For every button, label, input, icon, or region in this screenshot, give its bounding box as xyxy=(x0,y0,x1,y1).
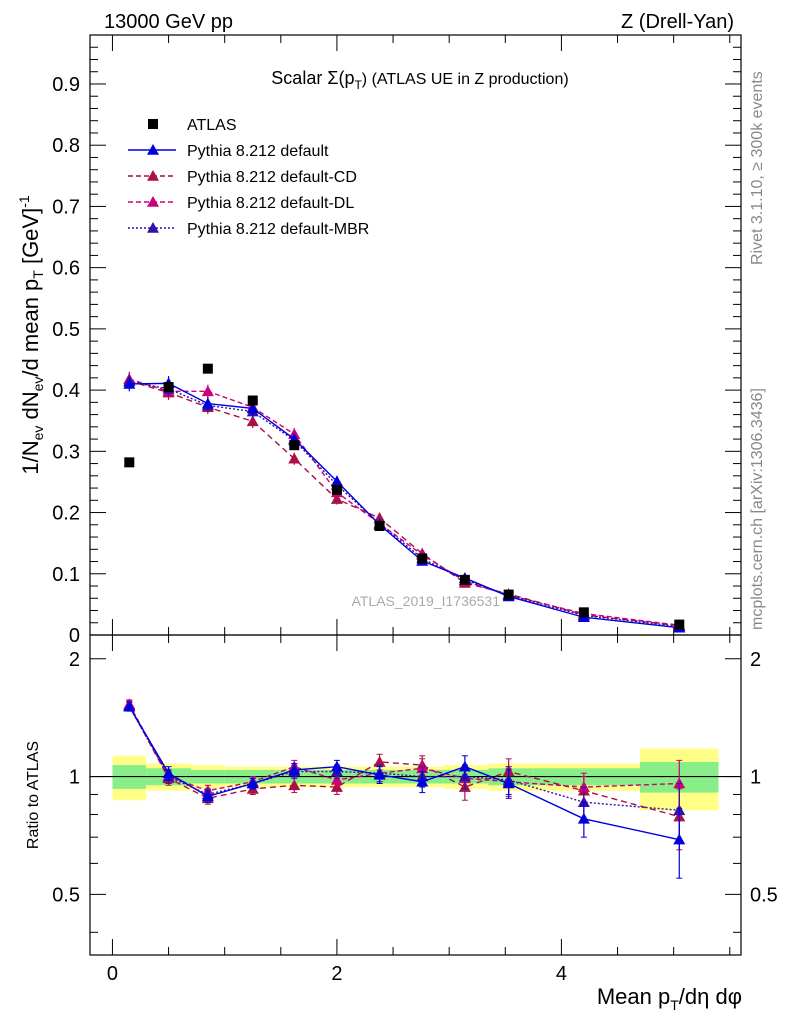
atlas-point xyxy=(163,382,174,393)
legend-label-3: Pythia 8.212 default-DL xyxy=(187,195,354,212)
header-left: 13000 GeV pp xyxy=(104,11,233,33)
y-tick-label-ratio-right: 1 xyxy=(750,767,761,789)
ratio-point-pythia-8-212-default-dl xyxy=(673,777,686,789)
x-tick-label: 0 xyxy=(107,963,118,985)
y-tick-label-ratio: 1 xyxy=(69,767,80,789)
atlas-point xyxy=(202,363,213,374)
legend-label-2: Pythia 8.212 default-CD xyxy=(187,169,357,186)
ratio-point-pythia-8-212-default xyxy=(458,760,471,772)
y-tick-label-main: 0 xyxy=(69,625,80,647)
line-pythia-8-212-default xyxy=(129,382,680,629)
axis-ticks: 0 2 400.10.20.30.40.50.60.70.80.90.5 0.51 12… xyxy=(52,35,778,985)
atlas-point xyxy=(331,484,342,495)
atlas-point xyxy=(503,589,514,600)
legend-marker-3 xyxy=(147,196,159,207)
y-tick-label-ratio: 0.5 xyxy=(52,884,80,906)
legend-label-0: ATLAS xyxy=(187,117,237,134)
legend-marker-2 xyxy=(147,170,159,181)
y-tick-label-main: 0.2 xyxy=(52,503,80,525)
y-axis-label-ratio: Ratio to ATLAS xyxy=(25,741,42,849)
atlas-data-points xyxy=(124,363,685,630)
ratio-point-pythia-8-212-default-cd xyxy=(373,755,386,767)
atlas-point xyxy=(247,395,258,406)
ratio-point-pythia-8-212-default xyxy=(373,768,386,780)
ratio-point-pythia-8-212-default-dl xyxy=(330,773,343,785)
line-pythia-8-212-default-mbr xyxy=(129,380,680,628)
ratio-point-pythia-8-212-default-mbr xyxy=(577,796,590,808)
legend-marker-atlas xyxy=(148,119,158,129)
ratio-line-pythia-8-212-default-dl xyxy=(128,703,680,792)
watermark: ATLAS_2019_I1736531 xyxy=(352,593,501,609)
ratio-point-pythia-8-212-default xyxy=(673,833,686,845)
y-tick-label-main: 0.7 xyxy=(52,196,80,218)
legend-label-1: Pythia 8.212 default xyxy=(187,143,329,160)
legend: ATLAS Pythia 8.212 default Pythia 8.212 de… xyxy=(128,117,369,238)
ratio-line-pythia-8-212-default-mbr xyxy=(128,706,680,811)
header-right: Z (Drell-Yan) xyxy=(621,11,734,33)
atlas-point xyxy=(124,457,135,468)
legend-marker-1 xyxy=(147,144,159,155)
ratio-point-pythia-8-212-default xyxy=(288,763,301,775)
legend-marker-4 xyxy=(147,222,159,233)
y-tick-label-main: 0.1 xyxy=(52,564,80,586)
point-pythia-8-212-default xyxy=(123,377,136,389)
ratio-frame xyxy=(89,634,742,956)
point-pythia-8-212-default-dl xyxy=(201,385,214,397)
ratio-point-pythia-8-212-default xyxy=(162,767,175,779)
atlas-point xyxy=(289,440,300,451)
legend-label-4: Pythia 8.212 default-MBR xyxy=(187,221,369,238)
y-tick-label-main: 0.8 xyxy=(52,135,80,157)
ratio-point-pythia-8-212-default-dl xyxy=(577,781,590,792)
atlas-point xyxy=(674,619,685,630)
atlas-point xyxy=(578,607,589,618)
ratio-point-pythia-8-212-default xyxy=(502,777,515,789)
x-axis-label: Mean pT/dη dφ xyxy=(597,984,742,1013)
y-tick-label-ratio-right: 0.5 xyxy=(750,884,778,906)
point-pythia-8-212-default-cd xyxy=(246,415,259,427)
ratio-point-pythia-8-212-default-cd xyxy=(288,779,301,791)
y-tick-label-main: 0.3 xyxy=(52,441,80,463)
y-tick-label-ratio-right: 2 xyxy=(750,649,761,671)
y-tick-label-main: 0.9 xyxy=(52,74,80,96)
x-tick-label: 4 xyxy=(556,963,567,985)
mcplots-label: mcplots.cern.ch [arXiv:1306.3436] xyxy=(749,388,766,630)
ratio-point-pythia-8-212-default xyxy=(123,700,136,712)
point-pythia-8-212-default-cd xyxy=(288,452,301,464)
x-tick-label: 2 xyxy=(331,963,342,985)
ratio-point-pythia-8-212-default xyxy=(201,790,214,802)
ratio-series xyxy=(123,698,686,879)
ratio-line-pythia-8-212-default-cd xyxy=(128,705,680,818)
line-pythia-8-212-default-cd xyxy=(129,380,680,627)
y-axis-label-main: 1/Nev dNev/d mean pT [GeV]-1 xyxy=(16,195,46,475)
ratio-line-pythia-8-212-default xyxy=(128,706,680,841)
atlas-point xyxy=(374,521,385,532)
y-tick-label-main: 0.5 xyxy=(52,319,80,341)
y-tick-label-main: 0.6 xyxy=(52,258,80,280)
rivet-label: Rivet 3.1.10, ≥ 300k events xyxy=(749,71,766,265)
ratio-point-pythia-8-212-default xyxy=(416,775,429,787)
atlas-point xyxy=(459,574,470,585)
point-pythia-8-212-default xyxy=(246,402,259,414)
point-pythia-8-212-default xyxy=(330,475,343,487)
plot-title: Scalar Σ(pT) (ATLAS UE in Z production) xyxy=(271,68,568,92)
y-tick-label-main: 0.4 xyxy=(52,380,80,402)
ratio-point-pythia-8-212-default xyxy=(577,812,590,824)
ratio-point-pythia-8-212-default xyxy=(246,777,259,789)
atlas-point xyxy=(417,553,428,564)
line-pythia-8-212-default-dl xyxy=(129,378,680,626)
point-pythia-8-212-default xyxy=(201,397,214,409)
y-tick-label-ratio: 2 xyxy=(69,649,80,671)
ratio-point-pythia-8-212-default xyxy=(330,760,343,772)
point-pythia-8-212-default-cd xyxy=(330,493,343,504)
